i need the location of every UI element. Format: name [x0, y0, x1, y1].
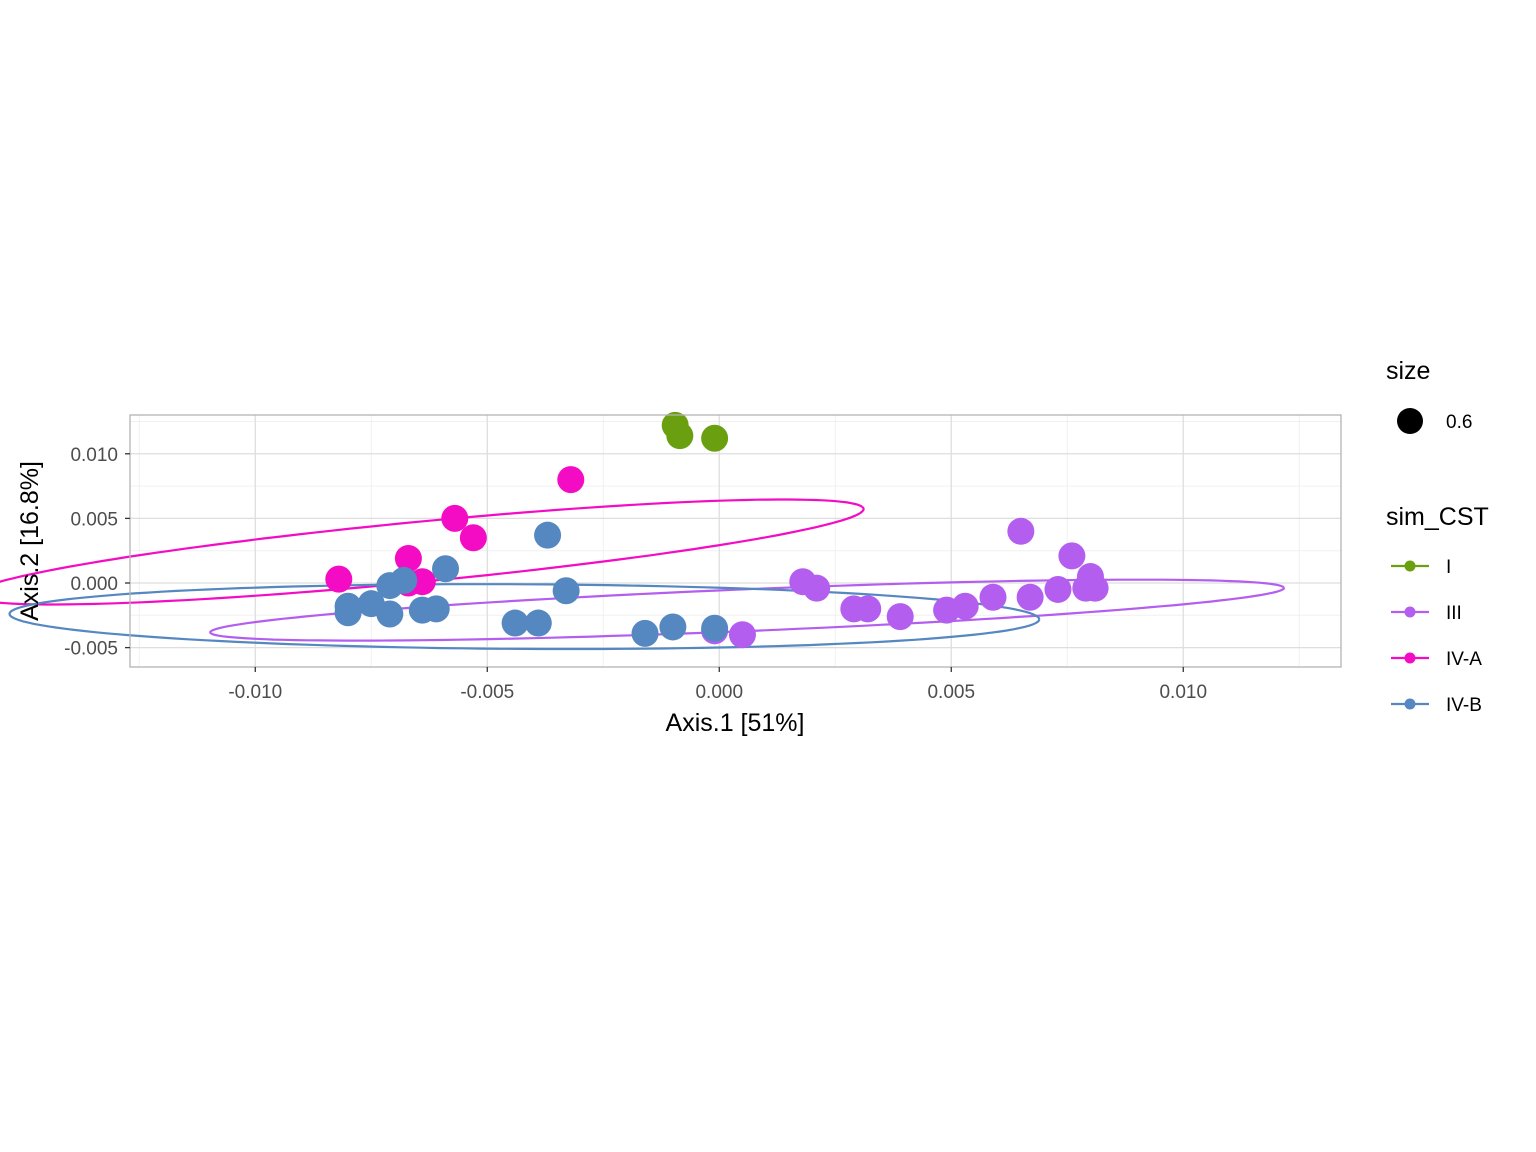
point-iii [1072, 574, 1100, 602]
x-axis-title: Axis.1 [51%] [666, 709, 805, 737]
point-iii [886, 603, 914, 631]
y-tick-label: 0.005 [70, 509, 118, 530]
point-iii [1058, 542, 1086, 570]
point-iv-b [422, 595, 450, 623]
ellipse-iv-b [8, 583, 1041, 651]
point-iii [951, 592, 979, 620]
legend-key-dot-iv-b [1404, 698, 1416, 710]
point-iv-a [441, 504, 469, 532]
point-iv-a [557, 466, 585, 494]
point-iv-a [459, 524, 487, 552]
point-iv-b [552, 577, 580, 605]
size-legend-title: size [1386, 357, 1430, 385]
y-axis-title: Axis.2 [16.8%] [16, 461, 44, 621]
y-tick-label: -0.005 [64, 639, 118, 660]
y-tick-label: 0.010 [70, 445, 118, 466]
size-legend-label: 0.6 [1446, 412, 1472, 433]
legend-label-iv-b: IV-B [1446, 695, 1482, 716]
x-tick-label: 0.005 [927, 682, 975, 703]
x-tick-label: -0.005 [460, 682, 514, 703]
point-iii [979, 583, 1007, 611]
point-iii [1007, 517, 1035, 545]
point-iv-b [524, 609, 552, 637]
legend-label-i: I [1446, 557, 1451, 578]
point-iii [1016, 583, 1044, 611]
point-i [701, 424, 729, 452]
point-iv-b [631, 619, 659, 647]
point-iv-a [325, 565, 353, 593]
point-iii [803, 574, 831, 602]
point-iv-b [432, 555, 460, 583]
plot-border [129, 414, 1342, 668]
color-legend-title: sim_CST [1386, 503, 1489, 531]
point-iv-b [376, 600, 404, 628]
point-iv-b [501, 609, 529, 637]
x-tick-label: 0.010 [1159, 682, 1207, 703]
size-legend-key [1397, 408, 1423, 434]
legend-label-iii: III [1446, 603, 1462, 624]
ellipse-iii [209, 578, 1286, 642]
point-iv-a [394, 544, 422, 572]
legend-key-dot-i [1404, 560, 1416, 572]
point-iv-b [534, 521, 562, 549]
legend-key-dot-iii [1404, 606, 1416, 618]
point-iii [854, 595, 882, 623]
legend-key-dot-iv-a [1404, 652, 1416, 664]
legend-label-iv-a: IV-A [1446, 649, 1482, 670]
plot-panel [0, 411, 1342, 668]
ellipse-iv-a [0, 498, 865, 606]
point-iv-b [701, 614, 729, 642]
point-iv-b [659, 613, 687, 641]
y-tick-label: 0.000 [70, 574, 118, 595]
axis-ticks: -0.010 -0.005 0.000 0.005 0.010 -0.005 0.000 0.… [64, 445, 1207, 703]
x-tick-label: -0.010 [228, 682, 282, 703]
x-tick-label: 0.000 [695, 682, 743, 703]
point-iii [728, 621, 756, 649]
point-i [666, 422, 694, 450]
point-iv-b [376, 572, 404, 600]
point-iv-b [334, 599, 362, 627]
point-iii [1044, 575, 1072, 603]
